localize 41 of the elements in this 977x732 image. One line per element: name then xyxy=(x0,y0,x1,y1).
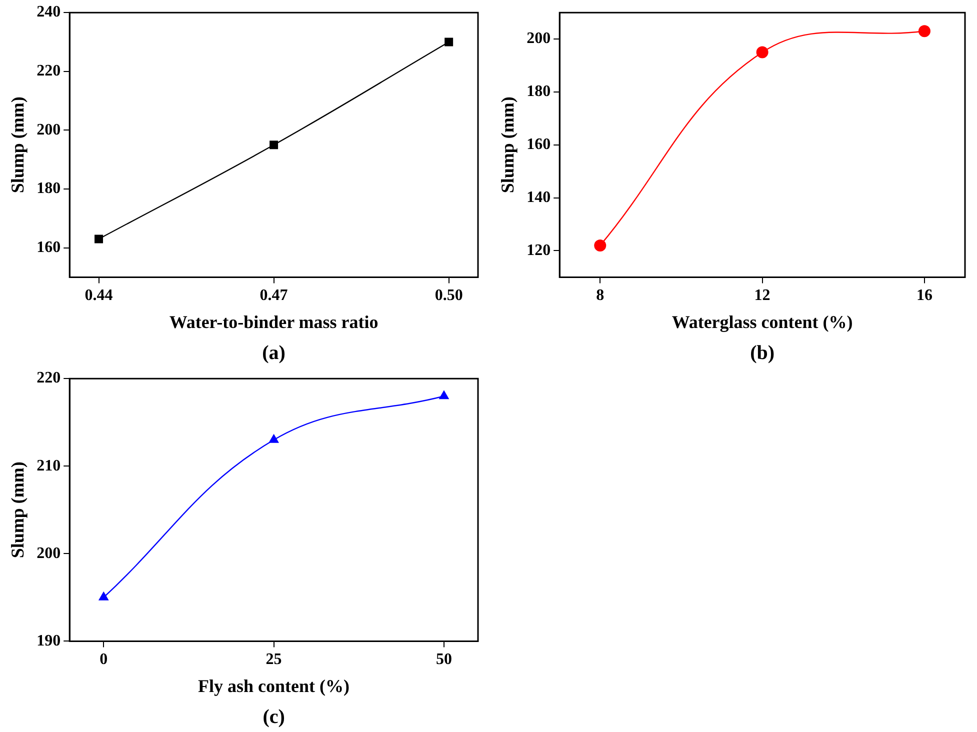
y-axis-title: Slump (mm) xyxy=(497,96,518,194)
x-axis-title: Waterglass content (%) xyxy=(672,312,853,332)
y-tick-label: 220 xyxy=(36,62,61,80)
x-axis-title: Fly ash content (%) xyxy=(198,676,350,696)
x-tick-label: 12 xyxy=(754,286,770,304)
y-tick-label: 160 xyxy=(36,238,61,256)
x-tick-label: 0.44 xyxy=(84,286,113,304)
y-axis-title: Slump (mm) xyxy=(7,462,28,558)
y-tick-label: 120 xyxy=(526,242,551,259)
x-tick-label: 16 xyxy=(916,286,932,304)
y-tick-label: 180 xyxy=(526,83,551,100)
x-tick-label: 0.50 xyxy=(434,286,463,304)
y-tick-label: 140 xyxy=(526,188,551,206)
point xyxy=(444,38,454,46)
x-tick-label: 25 xyxy=(266,650,282,668)
point xyxy=(268,434,279,443)
y-tick-label: 190 xyxy=(36,632,61,650)
point xyxy=(918,25,930,38)
y-tick-label: 240 xyxy=(36,4,61,21)
y-tick-label: 220 xyxy=(36,370,61,387)
point xyxy=(438,390,450,400)
text: (a) xyxy=(262,342,286,364)
point xyxy=(270,140,278,150)
point xyxy=(594,239,606,252)
point xyxy=(98,591,109,600)
point xyxy=(94,234,104,244)
y-tick-label: 200 xyxy=(36,121,61,138)
x-axis-title: Water-to-binder mass ratio xyxy=(169,312,378,332)
y-axis-title: Slump (mm) xyxy=(7,96,28,194)
y-tick-label: 160 xyxy=(526,136,551,154)
y-tick-label: 180 xyxy=(36,180,61,198)
y-tick-label: 200 xyxy=(36,544,61,562)
text: (b) xyxy=(750,342,775,364)
y-tick-label: 210 xyxy=(36,457,61,474)
x-tick-label: 50 xyxy=(436,650,452,668)
point xyxy=(756,46,768,58)
x-tick-label: 8 xyxy=(596,286,604,304)
x-tick-label: 0 xyxy=(100,650,108,668)
y-tick-label: 200 xyxy=(526,30,551,48)
text: (c) xyxy=(262,706,285,728)
x-tick-label: 0.47 xyxy=(260,286,288,304)
